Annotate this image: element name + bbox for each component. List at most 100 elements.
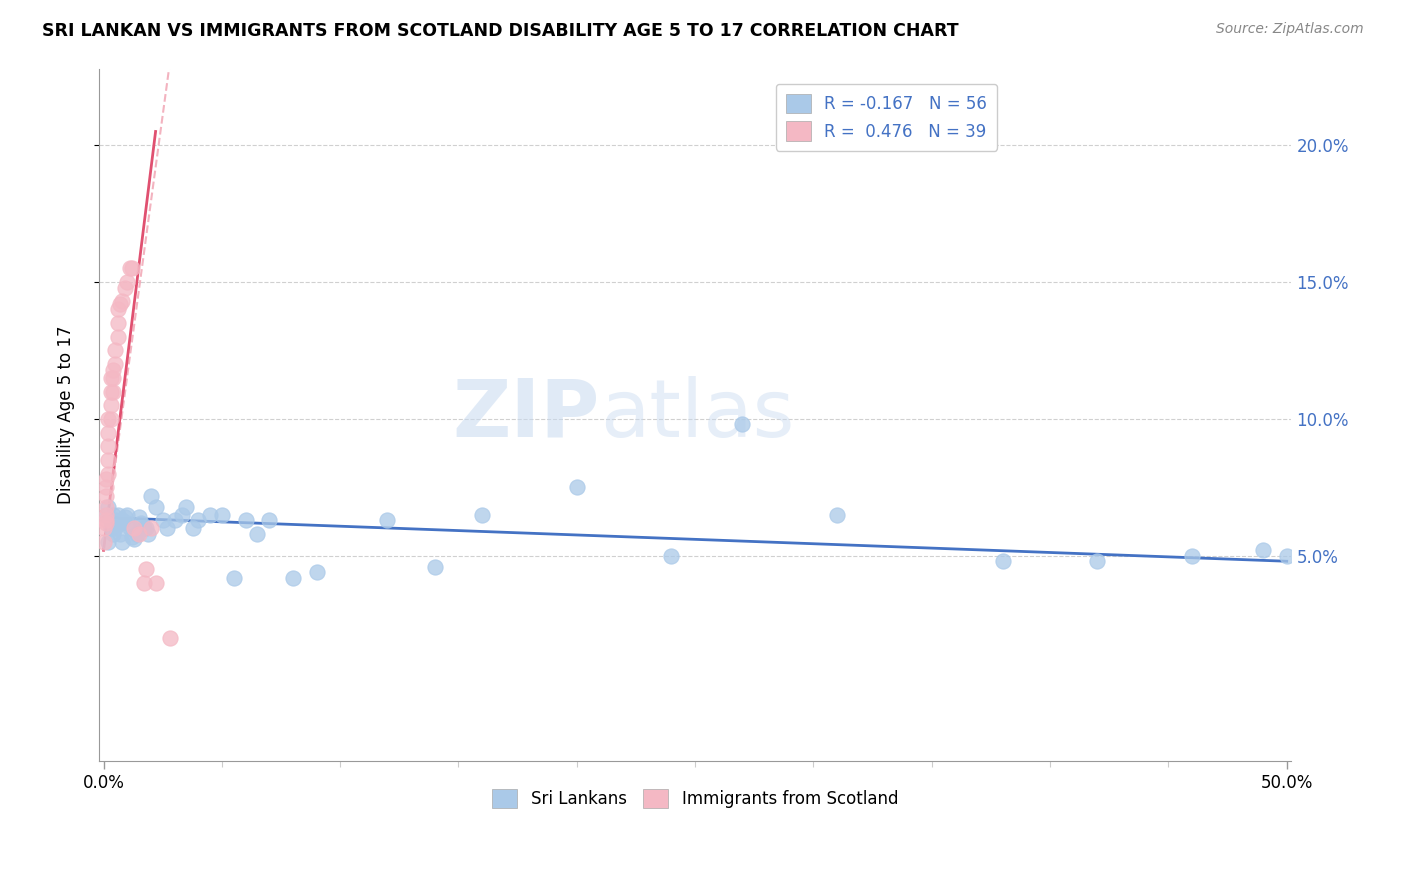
Point xyxy=(183,521,205,535)
Point xyxy=(100,384,122,399)
Point xyxy=(131,516,153,530)
Point xyxy=(94,508,117,522)
Point xyxy=(111,513,134,527)
Point xyxy=(94,508,117,522)
Point xyxy=(94,500,117,514)
Point xyxy=(100,521,122,535)
Point xyxy=(1087,554,1109,568)
Point xyxy=(132,576,155,591)
Point xyxy=(94,489,117,503)
Point xyxy=(104,513,127,527)
Point xyxy=(138,527,160,541)
Text: Source: ZipAtlas.com: Source: ZipAtlas.com xyxy=(1216,22,1364,37)
Text: atlas: atlas xyxy=(600,376,794,454)
Point xyxy=(145,576,167,591)
Point xyxy=(107,516,129,530)
Point xyxy=(281,571,304,585)
Point xyxy=(93,535,115,549)
Point xyxy=(377,513,399,527)
Point xyxy=(211,508,233,522)
Point xyxy=(305,565,328,579)
Point xyxy=(101,527,124,541)
Point xyxy=(139,521,162,535)
Point xyxy=(423,559,446,574)
Point xyxy=(176,500,198,514)
Point xyxy=(97,467,120,481)
Point xyxy=(101,384,124,399)
Point xyxy=(731,417,754,432)
Point xyxy=(115,516,138,530)
Point xyxy=(170,508,193,522)
Point xyxy=(100,398,122,412)
Point xyxy=(107,302,129,317)
Point xyxy=(94,513,117,527)
Point xyxy=(145,500,167,514)
Point xyxy=(111,535,134,549)
Point xyxy=(825,508,848,522)
Point xyxy=(104,521,127,535)
Point xyxy=(124,533,146,547)
Point xyxy=(115,275,138,289)
Point xyxy=(114,510,136,524)
Text: ZIP: ZIP xyxy=(453,376,600,454)
Y-axis label: Disability Age 5 to 17: Disability Age 5 to 17 xyxy=(58,326,75,504)
Point xyxy=(108,527,131,541)
Point xyxy=(187,513,209,527)
Point xyxy=(152,513,174,527)
Point xyxy=(121,530,143,544)
Point xyxy=(107,316,129,330)
Point xyxy=(94,516,117,530)
Point xyxy=(97,439,120,453)
Point xyxy=(101,371,124,385)
Point xyxy=(471,508,494,522)
Point xyxy=(94,480,117,494)
Point xyxy=(1251,543,1274,558)
Point xyxy=(97,453,120,467)
Point xyxy=(139,489,162,503)
Point xyxy=(163,513,186,527)
Point xyxy=(111,294,134,309)
Point xyxy=(159,631,181,645)
Point xyxy=(222,571,245,585)
Point xyxy=(107,330,129,344)
Point xyxy=(101,508,124,522)
Point xyxy=(101,362,124,376)
Point xyxy=(135,562,157,576)
Point xyxy=(118,521,141,535)
Point xyxy=(97,500,120,514)
Point xyxy=(97,535,120,549)
Point xyxy=(125,527,148,541)
Point xyxy=(108,297,131,311)
Point xyxy=(246,527,269,541)
Point xyxy=(94,472,117,486)
Point xyxy=(128,510,150,524)
Point xyxy=(100,371,122,385)
Point xyxy=(132,521,155,535)
Point xyxy=(1275,549,1298,563)
Text: SRI LANKAN VS IMMIGRANTS FROM SCOTLAND DISABILITY AGE 5 TO 17 CORRELATION CHART: SRI LANKAN VS IMMIGRANTS FROM SCOTLAND D… xyxy=(42,22,959,40)
Legend: Sri Lankans, Immigrants from Scotland: Sri Lankans, Immigrants from Scotland xyxy=(485,782,904,815)
Point xyxy=(1181,549,1204,563)
Point xyxy=(135,521,157,535)
Point xyxy=(104,343,127,358)
Point xyxy=(156,521,179,535)
Point xyxy=(93,521,115,535)
Point xyxy=(107,508,129,522)
Point xyxy=(97,412,120,426)
Point xyxy=(121,261,143,276)
Point xyxy=(991,554,1014,568)
Point xyxy=(104,357,127,371)
Point xyxy=(565,480,588,494)
Point xyxy=(100,412,122,426)
Point xyxy=(108,516,131,530)
Point xyxy=(124,521,146,535)
Point xyxy=(128,527,150,541)
Point xyxy=(100,513,122,527)
Point xyxy=(235,513,257,527)
Point xyxy=(198,508,221,522)
Point xyxy=(257,513,280,527)
Point xyxy=(114,280,136,294)
Point xyxy=(661,549,683,563)
Point xyxy=(115,508,138,522)
Point xyxy=(118,261,141,276)
